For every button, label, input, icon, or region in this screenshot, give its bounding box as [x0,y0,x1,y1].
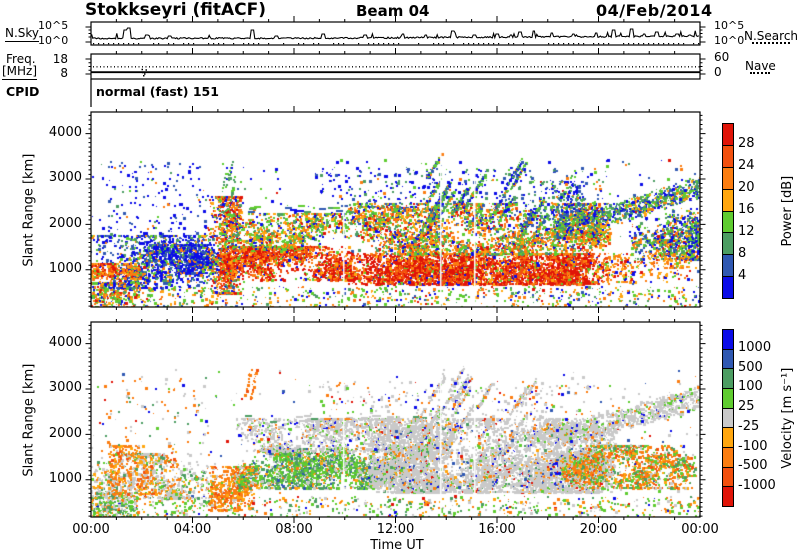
velocity-colorbar-segment [723,330,733,349]
time-tick-label: 20:00 [579,522,618,537]
beam-label: Beam 04 [356,2,430,20]
power-colorbar-segment [723,144,733,167]
nsky-ytick-top: 10^5 [38,19,69,32]
power-colorbar-tick-label: 20 [738,180,755,195]
velocity-colorbar-tick-label: 1000 [738,339,772,355]
velocity-colorbar-tick-label: -1000 [738,478,776,494]
time-tick-label: 12:00 [376,522,415,537]
velocity-colorbar-segment [723,486,733,507]
velocity-yaxis-title: Slant Range [km] [21,363,37,477]
time-tick-label: 00:00 [72,522,110,537]
time-tick-label: 08:00 [275,522,313,537]
velocity-colorbar-tick-label: -500 [738,458,768,474]
pow-range-tick-label: 3000 [48,170,82,186]
power-colorbar-segment [723,166,733,189]
velocity-colorbar-tick-label: 100 [738,379,763,395]
cpid-value: normal (fast) 151 [96,84,219,99]
vel-range-tick-label: 2000 [48,425,82,441]
nave-label: Nave [745,59,776,73]
velocity-colorbar-title: Velocity [m s⁻¹] [779,367,795,469]
nsky-ytick-bottom: 10^0 [38,34,69,47]
nave-ytick-top: 60 [714,50,730,64]
time-tick-label: 00:00 [681,522,719,537]
vel-range-tick-label: 1000 [48,471,82,487]
velocity-colorbar-segment [723,388,733,408]
nsearch-dotted-line-sample [752,42,790,44]
velocity-colorbar-segment [723,368,733,389]
vel-range-tick-label: 3000 [48,380,82,396]
nave-ytick-bottom: 0 [714,65,722,79]
velocity-colorbar-tick-label: 25 [738,399,755,415]
power-colorbar-segment [723,124,733,145]
velocity-colorbar-tick-label: -100 [738,438,768,454]
power-colorbar-segment [723,232,733,255]
time-axis-title: Time UT [370,538,424,553]
pow-range-tick-label: 2000 [48,215,82,231]
pow-range-tick-label: 4000 [48,125,82,141]
power-colorbar [722,123,734,299]
velocity-colorbar-tick-label: -25 [738,418,760,434]
power-rti-canvas [91,112,700,307]
time-tick-label: 04:00 [173,522,212,537]
nsky-right-ytick-top: 10^5 [714,19,745,32]
cpid-label: CPID [6,84,40,99]
nave-dotted-line-sample [750,72,770,74]
velocity-colorbar-segment [723,447,733,467]
velocity-colorbar-tick-label: 500 [738,359,763,375]
freq-ytick-bottom: 8 [60,66,68,80]
power-colorbar-tick-label: 28 [738,136,755,151]
velocity-colorbar-segment [723,466,733,487]
freq-label-line1: Freq. [6,52,36,66]
power-yaxis-title: Slant Range [km] [21,153,37,267]
velocity-colorbar-segment [723,348,733,369]
power-colorbar-tick-label: 8 [738,246,747,261]
power-colorbar-tick-label: 4 [738,268,747,283]
freq-label-line2: [MHz] [2,64,38,81]
power-colorbar-tick-label: 12 [738,224,755,239]
freq-ytick-top: 18 [52,52,68,66]
velocity-colorbar-segment [723,407,733,428]
power-colorbar-segment [723,276,733,298]
power-colorbar-tick-label: 24 [738,158,755,173]
nsky-right-ytick-bottom: 10^0 [714,34,745,47]
power-colorbar-segment [723,254,733,277]
velocity-colorbar [722,329,734,507]
power-colorbar-tick-label: 16 [738,202,755,217]
velocity-colorbar-segment [723,427,733,448]
vel-range-tick-label: 4000 [48,335,82,351]
power-colorbar-segment [723,188,733,211]
nsky-label: N.Sky [5,26,40,43]
time-tick-label: 16:00 [478,522,516,537]
page-title: Stokkseyri (fitACF) [85,0,267,20]
pow-range-tick-label: 1000 [48,261,82,277]
power-colorbar-title: Power [dB] [779,175,795,247]
nsearch-label: N.Search [744,29,799,43]
power-colorbar-segment [723,210,733,233]
velocity-rti-canvas [91,322,700,517]
date-label: 04/Feb/2014 [596,1,713,20]
